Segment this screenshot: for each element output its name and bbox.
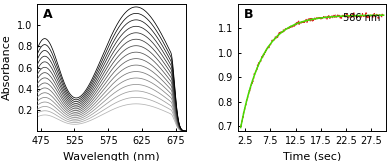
X-axis label: Time (sec): Time (sec): [283, 152, 341, 161]
Y-axis label: Absorbance: Absorbance: [2, 35, 11, 100]
Text: A: A: [43, 8, 53, 21]
Text: 586 nm: 586 nm: [343, 13, 380, 23]
X-axis label: Wavelength (nm): Wavelength (nm): [63, 152, 160, 161]
Text: B: B: [243, 8, 253, 21]
